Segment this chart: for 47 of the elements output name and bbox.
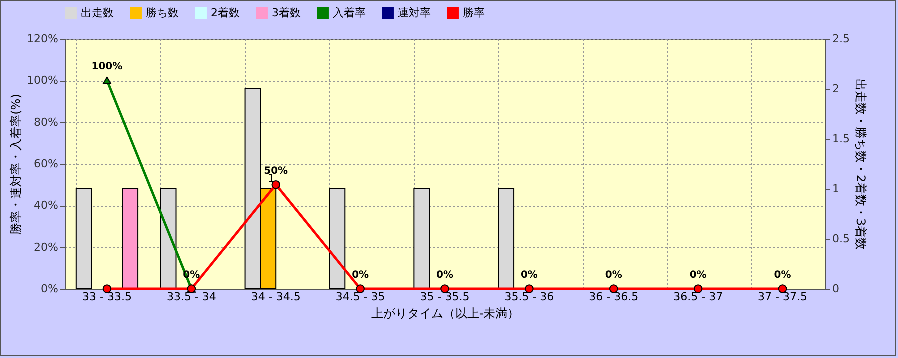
legend-label: 2着数 bbox=[211, 6, 240, 20]
x-tick-label: 35 - 35.5 bbox=[420, 290, 470, 304]
point bbox=[694, 284, 703, 294]
data-label: 0% bbox=[690, 270, 707, 281]
data-label: 0% bbox=[352, 270, 370, 281]
data-label: 0% bbox=[605, 270, 622, 281]
data-label: 0% bbox=[520, 270, 538, 281]
x-tick-label: 36.5 - 37 bbox=[674, 290, 724, 304]
y2-tick-label: 0 bbox=[832, 282, 840, 296]
point bbox=[610, 284, 618, 294]
point bbox=[356, 284, 365, 294]
point bbox=[440, 284, 450, 294]
y2-axis-title: 出走数・勝ち数・2着数・3着数 bbox=[854, 78, 868, 250]
data-label: 0% bbox=[436, 270, 454, 281]
y-tick-label: 80% bbox=[34, 116, 58, 129]
x-axis-title: 上がりタイム（以上-未満） bbox=[371, 306, 520, 320]
x-tick-label: 36 - 36.5 bbox=[589, 290, 639, 304]
y2-tick-label: 1 bbox=[832, 182, 840, 196]
legend-label: 連対率 bbox=[398, 6, 431, 20]
x-tick-label: 34.5 - 35 bbox=[336, 290, 386, 304]
legend-label: 出走数 bbox=[81, 6, 114, 20]
point bbox=[525, 284, 534, 294]
y2-tick-label: 0.5 bbox=[832, 232, 850, 246]
x-tick-label: 34 - 34.5 bbox=[251, 290, 301, 304]
y-tick-label: 40% bbox=[34, 199, 58, 212]
y-tick-label: 0% bbox=[41, 282, 58, 296]
x-tick-label: 33.5 - 34 bbox=[166, 290, 216, 304]
point bbox=[272, 180, 280, 190]
y2-tick-label: 2 bbox=[832, 82, 840, 96]
x-tick-label: 35.5 - 36 bbox=[504, 290, 554, 304]
y2-tick-label: 2.5 bbox=[832, 32, 850, 46]
point bbox=[778, 284, 788, 294]
y-tick-label: 100% bbox=[27, 74, 58, 88]
y2-tick-label: 1.5 bbox=[832, 132, 850, 146]
y-tick-label: 120% bbox=[27, 32, 58, 46]
legend-label: 入着率 bbox=[333, 6, 366, 20]
data-label: 0% bbox=[774, 270, 792, 281]
x-tick-label: 33 - 33.5 bbox=[82, 290, 132, 304]
legend-label: 勝ち数 bbox=[146, 6, 179, 20]
legend-label: 勝率 bbox=[463, 6, 485, 20]
y-tick-label: 60% bbox=[34, 158, 58, 170]
x-tick-label: 37 - 37.5 bbox=[758, 290, 808, 304]
point bbox=[102, 284, 112, 294]
y-axis-title: 勝率・連対率・入着率(%) bbox=[9, 94, 24, 235]
y-tick-label: 20% bbox=[34, 240, 58, 254]
data-label: 100% bbox=[92, 62, 123, 73]
legend-label: 3着数 bbox=[272, 6, 301, 20]
